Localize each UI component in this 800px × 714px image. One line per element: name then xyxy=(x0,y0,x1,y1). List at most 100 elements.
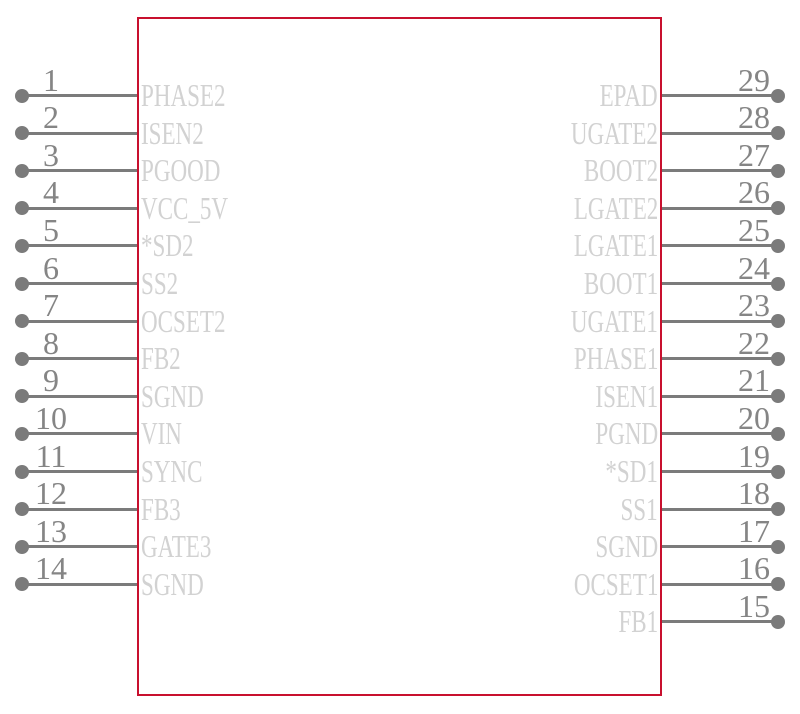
pin-label: PHASE1 xyxy=(573,340,658,377)
pin-connection-dot xyxy=(771,276,785,291)
pin-connection-dot xyxy=(15,577,29,592)
pin-number: 29 xyxy=(738,61,770,98)
pin-line xyxy=(20,94,137,97)
pin-line xyxy=(662,432,779,436)
pin-connection-dot xyxy=(15,426,29,441)
pin-label: SS2 xyxy=(141,265,179,301)
pin-label: SGND xyxy=(141,377,204,414)
component-body-outline xyxy=(137,17,662,696)
pin-line xyxy=(20,582,137,586)
pin-number: 9 xyxy=(43,362,59,399)
pin-connection-dot xyxy=(15,276,29,291)
pin-number: 11 xyxy=(35,437,67,474)
pin-label: PGND xyxy=(595,415,658,452)
pin-line xyxy=(20,470,137,473)
pin-number: 22 xyxy=(738,324,770,361)
pin-label: SGND xyxy=(595,528,658,565)
pin-connection-dot xyxy=(15,314,29,329)
pin-connection-dot xyxy=(771,88,785,103)
pin-number: 26 xyxy=(738,174,770,211)
pin-line xyxy=(662,206,779,210)
pin-label: OCSET1 xyxy=(573,565,658,602)
pin-connection-dot xyxy=(771,126,785,141)
pin-line xyxy=(20,282,137,285)
pin-number: 10 xyxy=(35,399,67,436)
pin-number: 2 xyxy=(43,99,59,136)
pin-label: PHASE2 xyxy=(141,77,226,113)
pin-line xyxy=(20,206,137,210)
pin-number: 20 xyxy=(738,399,770,436)
pin-line xyxy=(662,357,779,361)
pin-label: SYNC xyxy=(141,453,203,489)
pin-line xyxy=(20,319,137,323)
pin-number: 7 xyxy=(43,287,59,324)
pin-number: 28 xyxy=(738,99,770,136)
pin-label: FB2 xyxy=(141,340,181,377)
pin-number: 15 xyxy=(738,587,770,624)
pin-number: 13 xyxy=(35,512,67,549)
pin-label: EPAD xyxy=(599,77,658,113)
pin-connection-dot xyxy=(15,88,29,103)
pin-label: *SD1 xyxy=(605,453,658,489)
pin-line xyxy=(20,507,137,511)
pin-connection-dot xyxy=(771,577,785,592)
pin-line xyxy=(20,432,137,436)
pin-number: 17 xyxy=(738,512,770,549)
pin-connection-dot xyxy=(771,614,785,629)
pin-number: 6 xyxy=(43,249,59,286)
pin-connection-dot xyxy=(15,502,29,517)
pin-number: 4 xyxy=(43,174,59,211)
pin-label: FB1 xyxy=(618,603,658,640)
pin-line xyxy=(20,169,137,173)
pin-label: PGOOD xyxy=(141,152,221,189)
pin-connection-dot xyxy=(771,426,785,441)
pin-label: BOOT1 xyxy=(583,265,658,301)
pin-line xyxy=(662,244,779,248)
pin-number: 8 xyxy=(43,324,59,361)
pin-line xyxy=(662,470,779,473)
pin-label: FB3 xyxy=(141,490,181,527)
pin-line xyxy=(662,545,779,549)
pin-line xyxy=(20,131,137,135)
pin-number: 14 xyxy=(35,550,67,587)
pin-number: 1 xyxy=(43,61,59,98)
pin-label: BOOT2 xyxy=(583,152,658,189)
pin-label: *SD2 xyxy=(141,227,194,264)
pin-connection-dot xyxy=(771,351,785,366)
pin-label: GATE3 xyxy=(141,528,212,565)
pin-line xyxy=(662,319,779,323)
pin-number: 19 xyxy=(738,437,770,474)
pin-connection-dot xyxy=(15,389,29,404)
pin-label: VIN xyxy=(141,415,182,452)
pin-line xyxy=(20,394,137,398)
pin-line xyxy=(662,507,779,511)
pin-label: UGATE2 xyxy=(570,114,658,151)
pin-number: 24 xyxy=(738,249,770,286)
pin-label: LGATE2 xyxy=(573,189,658,226)
pin-connection-dot xyxy=(771,539,785,554)
pin-connection-dot xyxy=(15,464,29,479)
pin-label: UGATE1 xyxy=(570,302,658,339)
pin-line xyxy=(662,582,779,586)
pin-label: LGATE1 xyxy=(573,227,658,264)
pin-line xyxy=(662,94,779,97)
pin-number: 23 xyxy=(738,287,770,324)
pin-connection-dot xyxy=(15,238,29,253)
pin-label: SGND xyxy=(141,565,204,602)
pin-line xyxy=(20,545,137,549)
pin-line xyxy=(662,169,779,173)
pin-connection-dot xyxy=(15,539,29,554)
pin-line xyxy=(662,620,779,624)
pin-label: ISEN1 xyxy=(595,377,658,414)
pin-line xyxy=(20,357,137,361)
pin-number: 25 xyxy=(738,211,770,248)
pin-line xyxy=(662,394,779,398)
pin-number: 3 xyxy=(43,136,59,173)
pin-label: ISEN2 xyxy=(141,114,204,151)
pin-connection-dot xyxy=(15,201,29,216)
pin-connection-dot xyxy=(771,389,785,404)
pin-label: SS1 xyxy=(620,490,658,527)
pin-line xyxy=(20,244,137,248)
pin-connection-dot xyxy=(771,502,785,517)
